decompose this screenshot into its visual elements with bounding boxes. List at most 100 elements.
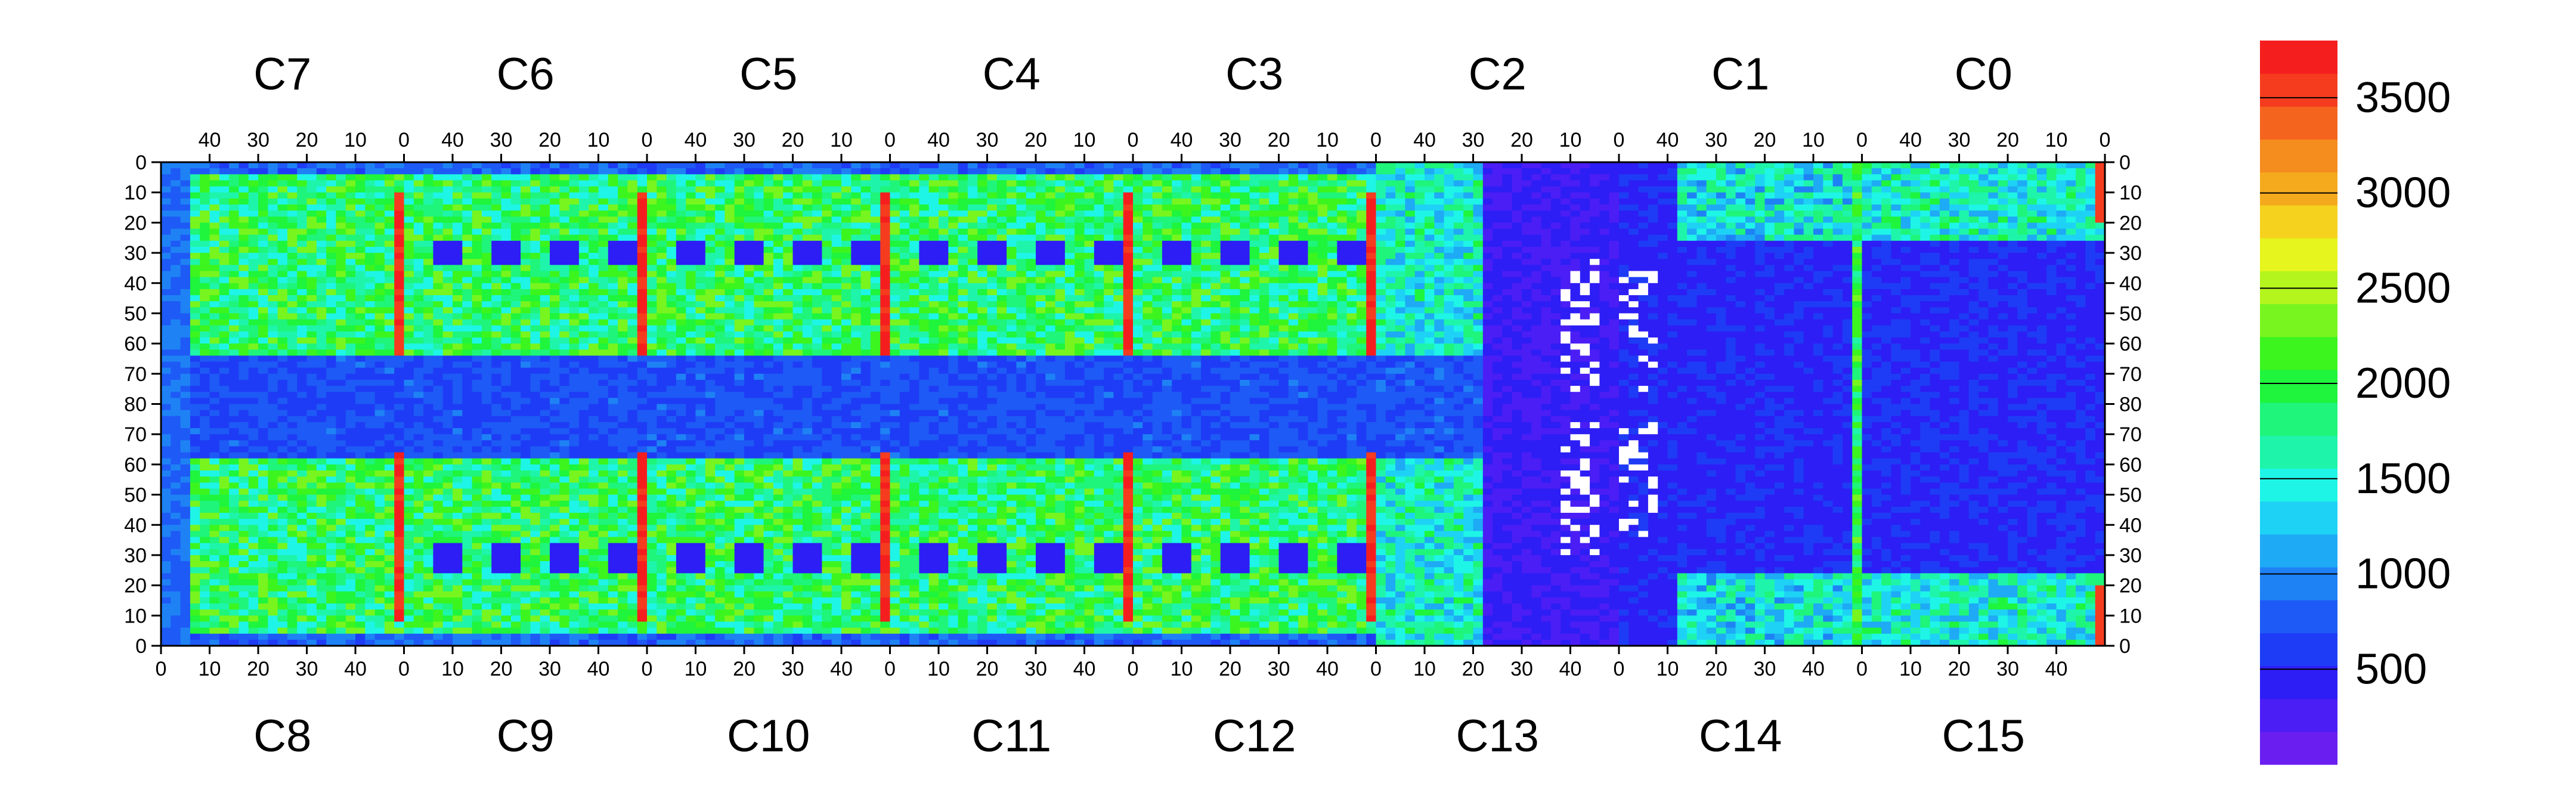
heat-cell xyxy=(676,259,686,265)
heat-cell xyxy=(676,192,686,199)
heat-cell xyxy=(958,301,968,308)
heat-cell xyxy=(783,198,794,205)
heat-cell xyxy=(1327,228,1337,236)
heat-cell xyxy=(1979,162,1989,169)
heat-cell xyxy=(1327,198,1337,205)
heat-cell xyxy=(948,240,959,247)
heat-cell xyxy=(1755,186,1766,193)
heat-cell xyxy=(1123,289,1134,296)
heat-cell xyxy=(1473,216,1484,223)
heat-cell xyxy=(1570,234,1581,242)
heat-cell xyxy=(618,246,628,253)
heat-cell xyxy=(1561,259,1571,265)
heat-cell xyxy=(1658,246,1668,253)
heat-cell xyxy=(860,265,871,272)
heat-cell xyxy=(1181,246,1192,253)
heat-cell xyxy=(1425,307,1435,314)
heat-cell xyxy=(1075,283,1085,290)
heat-cell xyxy=(1550,283,1561,290)
heat-cell xyxy=(1726,253,1736,259)
heat-cell xyxy=(423,240,434,247)
heat-cell xyxy=(618,271,628,278)
heat-cell xyxy=(831,216,842,223)
heat-cell xyxy=(1259,192,1270,199)
heat-cell xyxy=(686,180,696,187)
heat-cell xyxy=(2017,204,2028,211)
heat-cell xyxy=(928,277,939,284)
heat-cell xyxy=(1356,271,1367,278)
heat-cell xyxy=(1201,168,1211,175)
heat-cell xyxy=(1706,301,1717,308)
heat-cell xyxy=(1434,277,1445,284)
heat-cell xyxy=(404,240,414,247)
heat-cell xyxy=(1920,168,1931,175)
heat-cell xyxy=(1998,283,2008,290)
heat-cell xyxy=(1939,271,1950,278)
heat-cell xyxy=(715,246,725,253)
heat-cell xyxy=(1055,204,1066,211)
heat-cell xyxy=(841,168,852,175)
heat-cell xyxy=(491,174,502,181)
heat-cell xyxy=(462,283,473,290)
heat-cell xyxy=(277,216,288,223)
heat-cell xyxy=(277,234,288,242)
heat-cell xyxy=(1755,168,1766,175)
heat-cell xyxy=(1016,295,1027,302)
heat-cell xyxy=(1308,216,1318,223)
heat-cell xyxy=(589,174,599,181)
heat-cell xyxy=(559,168,570,175)
heat-cell xyxy=(695,168,706,175)
heat-cell xyxy=(676,210,686,217)
heat-cell xyxy=(1317,204,1328,211)
heat-cell xyxy=(2036,277,2047,284)
heat-cell xyxy=(1298,265,1308,272)
heat-cell xyxy=(1531,186,1542,193)
heat-cell xyxy=(1288,307,1299,314)
heat-cell xyxy=(1463,253,1474,259)
heat-cell xyxy=(773,174,784,181)
heat-cell xyxy=(1998,295,2008,302)
heat-cell xyxy=(608,295,618,302)
heat-cell xyxy=(501,204,512,211)
heat-cell xyxy=(754,168,764,175)
heat-cell xyxy=(1152,186,1163,193)
heat-cell xyxy=(1356,174,1367,181)
heat-cell xyxy=(2046,228,2057,236)
heat-cell xyxy=(1959,301,1970,308)
heat-cell xyxy=(1968,174,1979,181)
heat-cell xyxy=(705,222,716,230)
heat-cell xyxy=(1823,216,1834,223)
heat-cell xyxy=(1249,289,1260,296)
heat-cell xyxy=(1405,234,1416,242)
heat-cell xyxy=(1755,234,1766,242)
heat-cell xyxy=(501,180,512,187)
heat-cell xyxy=(1522,228,1532,236)
heat-cell xyxy=(899,259,910,265)
heat-cell xyxy=(1240,253,1250,259)
heat-cell xyxy=(1531,192,1542,199)
heat-cell xyxy=(1755,216,1766,223)
heat-cell xyxy=(841,283,852,290)
heat-cell xyxy=(589,180,599,187)
heat-cell xyxy=(2017,162,2028,169)
heat-cell xyxy=(1745,168,1755,175)
heat-cell xyxy=(365,277,376,284)
heat-cell xyxy=(1191,168,1202,175)
heat-cell xyxy=(200,216,210,223)
heat-cell xyxy=(1434,259,1445,265)
heat-cell xyxy=(1735,265,1746,272)
heat-cell xyxy=(1376,246,1386,253)
heat-cell xyxy=(306,307,317,314)
heat-cell xyxy=(1007,174,1017,181)
heat-cell xyxy=(1794,295,1804,302)
heat-cell xyxy=(870,307,881,314)
heat-cell xyxy=(1152,210,1163,217)
heat-cell xyxy=(1988,180,1999,187)
heat-cell xyxy=(384,277,395,284)
heat-cell xyxy=(1366,277,1377,284)
heat-cell xyxy=(1036,271,1046,278)
heat-cell xyxy=(1900,180,1911,187)
heat-cell xyxy=(1376,204,1386,211)
heat-cell xyxy=(1278,216,1289,223)
heat-cell xyxy=(1278,265,1289,272)
